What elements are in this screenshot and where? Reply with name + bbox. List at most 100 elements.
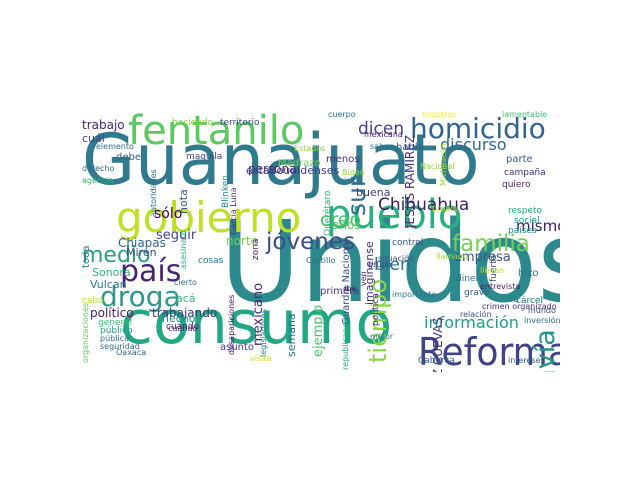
word-general: general (98, 318, 133, 328)
word-publica: pública (100, 334, 129, 343)
word-organizaciones: organizaciones (81, 303, 90, 364)
word-social: social (514, 216, 540, 226)
word-propia: propia (432, 204, 458, 213)
word-fentanilo: fentanilo (128, 108, 305, 154)
word-pais: país (120, 254, 182, 289)
word-norte: norte (226, 234, 258, 248)
word-solo: sólo (154, 206, 183, 222)
word-mismo: mismo (516, 217, 560, 235)
word-llevan: llevan (480, 266, 505, 275)
word-carcel: cárcel (516, 296, 543, 306)
word-lamentable: lamentable (502, 110, 548, 119)
word-ven: ven (359, 271, 368, 286)
word-miren: Miren (126, 246, 157, 259)
word-cabo: cabo (82, 296, 104, 306)
word-droga: droga (100, 280, 181, 313)
word-mexicana: mexicana (364, 130, 403, 139)
word-importante: importante (392, 290, 437, 299)
word-guardia-nacional: Guardia Nacional (341, 239, 352, 325)
word-toda: toda (81, 245, 92, 268)
word-primera: primera (320, 286, 360, 297)
word-campana: campaña (504, 168, 546, 178)
word-asunto: asunto (220, 342, 255, 353)
word-politica: política (371, 293, 381, 326)
word-iba: iba (344, 284, 357, 293)
word-jovenes: jóvenes (266, 229, 355, 255)
word-vida: vida (498, 294, 520, 305)
word-llamado: llamado (436, 252, 469, 261)
word-agencia: agencia (82, 176, 114, 185)
word-informacion: información (424, 313, 519, 332)
word-autoridades: autoridades (149, 169, 158, 217)
word-anos: años (332, 218, 361, 232)
word-estados: Estados (294, 144, 326, 153)
word-caborca: Caborca (418, 356, 455, 366)
word-territorio: territorio (220, 118, 260, 128)
word-biden: Biden (342, 168, 365, 177)
word-medio: medio (82, 243, 151, 268)
word-reforma: Reforma (418, 330, 560, 372)
word-grave: grave (464, 288, 490, 298)
word-dicen: dicen (358, 119, 405, 139)
word-discurso: discurso (440, 135, 507, 154)
word-habla: habla (396, 142, 424, 153)
word-chihuahua: Chihuahua (378, 195, 470, 215)
word-cloud: Unidos Guanajuato consumo gobierno pueblo fen… (80, 107, 560, 372)
word-mejor: mejor (370, 332, 394, 341)
word-maquila: maquila (186, 152, 223, 162)
word-seguridad: seguridad (100, 342, 140, 351)
word-empresa: empresa (454, 250, 511, 265)
word-chiapas: Chiapas (118, 236, 166, 250)
word-paises: países (508, 226, 537, 236)
word-cuerpo: cuerpo (328, 110, 356, 119)
word-cuando: cuándo (168, 324, 198, 333)
word-ir: ir (344, 176, 350, 185)
word-castillo: Castillo (306, 256, 336, 265)
word-nosotros: nosotros (422, 110, 457, 119)
word-haciendo: haciendo (172, 118, 214, 128)
word-creo: creo (320, 209, 362, 231)
word-menos: menos (326, 154, 360, 165)
word-respeto: respeto (508, 206, 543, 216)
word-elemento: elemento (96, 142, 134, 151)
word-quiero: quiero (502, 180, 531, 190)
word-grupo: grupo (368, 260, 392, 269)
word-estadounidenses: estadounidenses (246, 164, 340, 177)
word-publico: público (100, 326, 133, 336)
word-relacion: relación (460, 310, 492, 319)
word-guanajuato: Guanajuato (82, 119, 480, 201)
word-politico: político (90, 306, 134, 320)
word-debe: debe (116, 152, 141, 163)
word-situacion: situación (378, 254, 415, 263)
word-seguir: seguir (156, 228, 197, 243)
word-nacional: Nacional (420, 162, 455, 171)
word-republicanos: republicanos (341, 319, 350, 371)
word-queretaro: Querétaro (323, 191, 333, 237)
word-zona: zona (251, 239, 261, 261)
word-gobierno: gobierno (116, 193, 302, 242)
word-homicidio: homicidio (410, 112, 546, 145)
word-intereses: intereses (508, 356, 545, 365)
word-mundo: mundo (528, 306, 556, 315)
word-hizo: hizo (518, 268, 539, 279)
word-visita: visita (250, 354, 272, 363)
word-madrazo: Madrazo (278, 158, 321, 169)
word-todavia: todavía (530, 329, 560, 372)
word-familia: familia (452, 231, 530, 257)
word-unidos: Unidos (220, 198, 560, 328)
word-sonora: Sonora (92, 266, 131, 279)
word-oaxaca: Oaxaca (116, 348, 147, 357)
word-legisladores: legisladores (259, 309, 268, 357)
word-cuando: cuando (166, 322, 200, 332)
word-cosas: cosas (198, 256, 224, 266)
word-bien: bien (374, 255, 411, 275)
word-crimen-organizado: crimen organizado (482, 302, 557, 311)
word-consumo: consumo (120, 288, 393, 358)
word-derecho: derecho (82, 164, 115, 173)
word-garcia-luna: García Luna (229, 187, 238, 235)
word-trabajando: trabajando (152, 306, 218, 320)
word-entrevista: entrevista (480, 282, 521, 291)
word-trabajo: trabajo (82, 118, 125, 132)
word-nota: nota (177, 189, 190, 214)
word-pueblo: pueblo (326, 192, 463, 238)
